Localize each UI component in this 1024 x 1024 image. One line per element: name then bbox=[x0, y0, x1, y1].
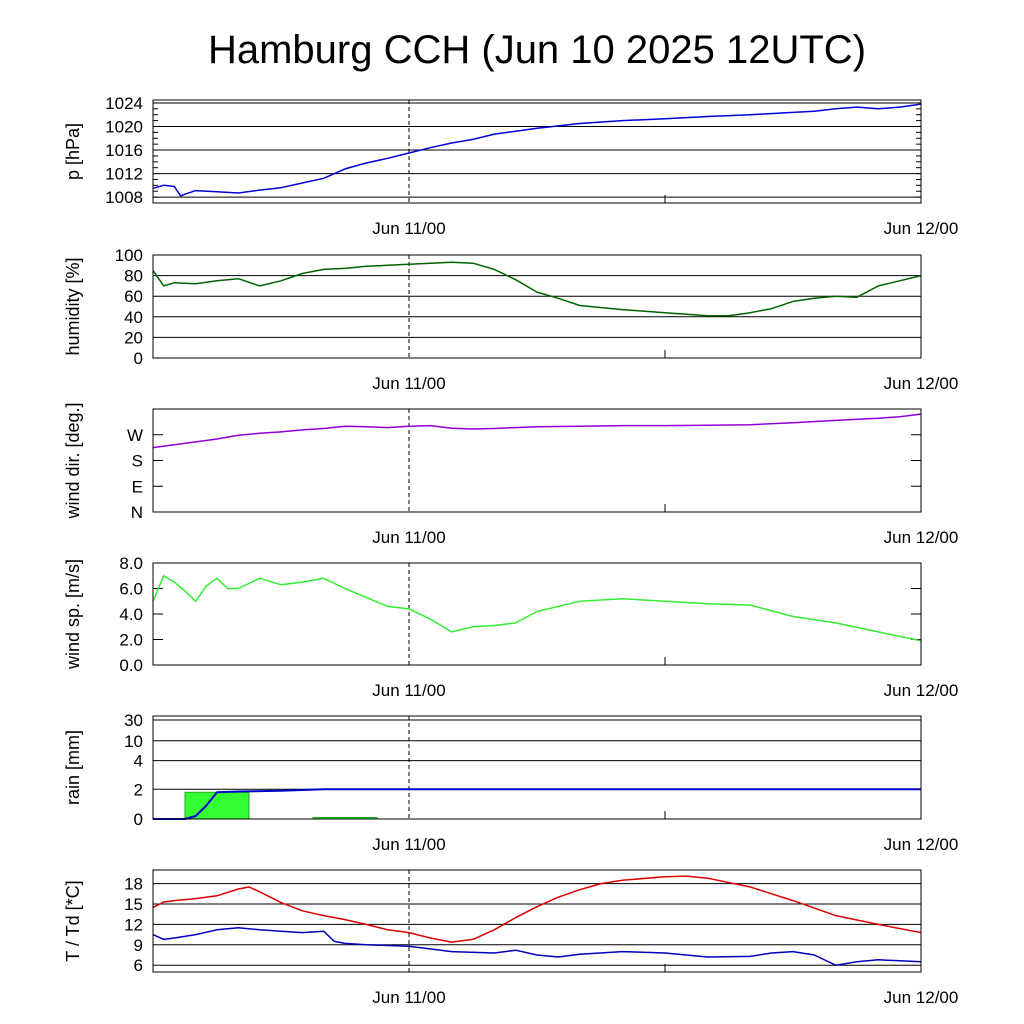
panel-frame bbox=[152, 562, 922, 666]
y-tick-label: 1020 bbox=[105, 117, 143, 136]
panel-frame bbox=[152, 408, 922, 513]
x-tick-label: Jun 11/00 bbox=[372, 988, 445, 1007]
rain-panel: 0 2 410 30 Jun 11/00 Jun 12/00 rain [mm] bbox=[63, 711, 958, 854]
y-tick-label: 8.0 bbox=[119, 554, 143, 573]
y-tick-label: 2.0 bbox=[119, 631, 143, 650]
y-tick-label: 40 bbox=[124, 308, 143, 327]
wind_speed-series-line bbox=[152, 575, 922, 642]
y-tick-label: 60 bbox=[124, 287, 143, 306]
pressure-series-line bbox=[152, 103, 922, 197]
y-tick-label: 2 bbox=[134, 780, 143, 799]
y-axis-label: rain [mm] bbox=[63, 730, 83, 805]
x-tick-label: Jun 11/00 bbox=[372, 219, 445, 238]
panel-frame bbox=[152, 99, 922, 204]
x-tick-label: Jun 12/00 bbox=[884, 528, 959, 547]
wind_dir-series-line bbox=[152, 413, 922, 449]
pressure-panel: 1008 1012 1016 1020 1024 Jun 11/00 Jun 12/00 p … bbox=[63, 94, 958, 238]
y-tick-label: 4 bbox=[134, 752, 143, 771]
y-tick-label: 1008 bbox=[105, 188, 143, 207]
x-tick-label: Jun 12/00 bbox=[884, 988, 959, 1007]
y-tick-label: W bbox=[127, 426, 143, 445]
wind-speed-panel: 0.0 2.0 4.0 6.0 8.0 Jun 11/00 Jun 12/00 wind sp… bbox=[63, 554, 958, 700]
y-tick-label: E bbox=[132, 477, 143, 496]
y-tick-label: 0 bbox=[134, 810, 143, 829]
y-axis-label: wind sp. [m/s] bbox=[63, 559, 83, 670]
panel-frame bbox=[152, 869, 922, 973]
rain_accum-series-line bbox=[153, 788, 921, 820]
y-tick-label: 4.0 bbox=[119, 605, 143, 624]
dewpoint-series-line bbox=[152, 927, 922, 966]
y-tick-label: 18 bbox=[124, 875, 143, 894]
y-axis-label: humidity [%] bbox=[63, 257, 83, 355]
y-tick-label: S bbox=[132, 452, 143, 471]
y-axis-label: T / Td [*C] bbox=[63, 880, 83, 961]
y-tick-label: 1012 bbox=[105, 165, 143, 184]
y-tick-label: 10 bbox=[124, 732, 143, 751]
y-axis-label: wind dir. [deg.] bbox=[63, 402, 83, 519]
x-tick-label: Jun 12/00 bbox=[884, 219, 959, 238]
y-tick-label: 6.0 bbox=[119, 580, 143, 599]
x-tick-label: Jun 11/00 bbox=[372, 681, 445, 700]
panel-frame bbox=[152, 254, 922, 359]
x-tick-label: Jun 11/00 bbox=[372, 528, 445, 547]
y-tick-label: 80 bbox=[124, 267, 143, 286]
y-tick-label: 0 bbox=[134, 349, 143, 368]
x-tick-label: Jun 12/00 bbox=[884, 374, 959, 393]
x-tick-label: Jun 11/00 bbox=[372, 374, 445, 393]
y-tick-label: 0.0 bbox=[119, 656, 143, 675]
humidity-series-line bbox=[152, 261, 922, 317]
y-tick-label: 9 bbox=[134, 936, 143, 955]
y-tick-label: 12 bbox=[124, 915, 143, 934]
y-tick-label: 1016 bbox=[105, 141, 143, 160]
y-tick-label: 6 bbox=[134, 956, 143, 975]
y-tick-label: 30 bbox=[124, 711, 143, 730]
x-tick-label: Jun 11/00 bbox=[372, 835, 445, 854]
panel-frame bbox=[152, 715, 922, 820]
y-tick-label: 20 bbox=[124, 328, 143, 347]
y-axis-label: p [hPa] bbox=[63, 123, 83, 180]
x-tick-label: Jun 12/00 bbox=[884, 681, 959, 700]
y-tick-label: 1024 bbox=[105, 94, 143, 113]
y-tick-label: 15 bbox=[124, 895, 143, 914]
rain-bar bbox=[184, 791, 250, 820]
temperature-series-line bbox=[152, 875, 922, 943]
x-tick-label: Jun 12/00 bbox=[884, 835, 959, 854]
y-tick-label: N bbox=[131, 503, 143, 522]
chart-title: Hamburg CCH (Jun 10 2025 12UTC) bbox=[208, 28, 866, 72]
y-tick-label: 100 bbox=[115, 246, 143, 265]
